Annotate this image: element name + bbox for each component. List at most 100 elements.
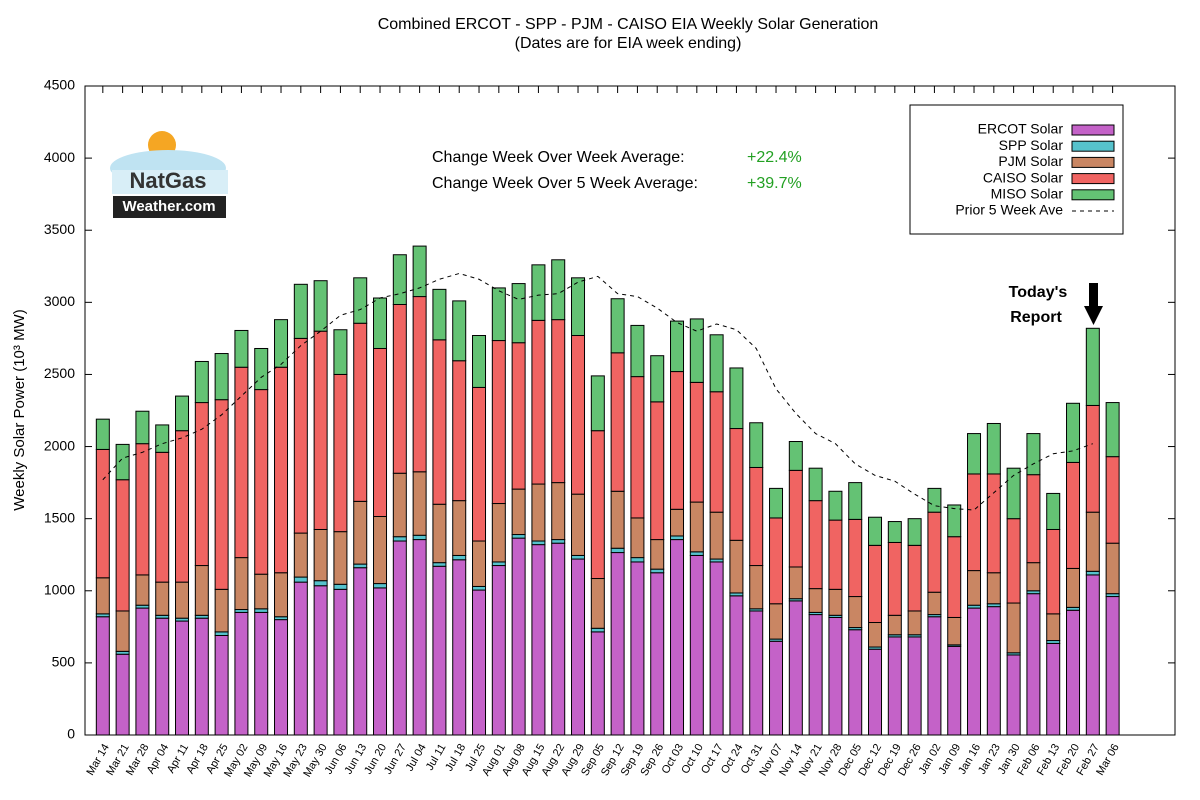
bar-segment: [373, 297, 388, 349]
bar-segment: [986, 572, 1001, 605]
bar-segment: [313, 280, 328, 332]
bar-segment: [234, 557, 249, 611]
bar-segment: [1105, 456, 1120, 544]
bar-segment: [670, 508, 685, 537]
bar-segment: [689, 551, 704, 556]
bar-segment: [689, 501, 704, 553]
bar-segment: [986, 473, 1001, 574]
bar-segment: [610, 490, 625, 549]
bar-segment: [333, 373, 348, 533]
bar-segment: [452, 360, 467, 502]
bar-segment: [293, 576, 308, 583]
bar-segment: [650, 568, 665, 574]
bar-segment: [650, 539, 665, 570]
bar-segment: [670, 535, 685, 541]
bar-segment: [729, 428, 744, 541]
bar-segment: [1085, 574, 1100, 736]
bar-segment: [788, 469, 803, 568]
bar-segment: [927, 616, 942, 736]
bar-segment: [729, 539, 744, 594]
bar-segment: [214, 588, 229, 633]
bar-segment: [848, 482, 863, 520]
bar-segment: [452, 300, 467, 362]
bar-segment: [373, 347, 388, 518]
bar-segment: [1066, 402, 1081, 463]
bar-segment: [274, 366, 289, 574]
bar-segment: [967, 433, 982, 475]
bar-segment: [551, 542, 566, 736]
bar-segment: [848, 596, 863, 629]
bar-segment: [175, 430, 190, 583]
bar-segment: [1006, 518, 1021, 604]
logo-box: [113, 196, 226, 218]
bar-segment: [887, 521, 902, 543]
bar-segment: [234, 329, 249, 368]
bar-segment: [175, 395, 190, 432]
bar-segment: [808, 614, 823, 736]
bar-segment: [155, 581, 170, 616]
bar-segment: [709, 511, 724, 560]
bar-segment: [95, 616, 110, 736]
bar-segment: [115, 479, 130, 612]
bar-segment: [1046, 492, 1061, 530]
bar-segment: [670, 371, 685, 510]
bar-segment: [630, 517, 645, 559]
bar-segment: [333, 531, 348, 585]
bar-segment: [491, 565, 506, 736]
bar-segment: [689, 381, 704, 503]
bar-segment: [967, 607, 982, 736]
bar-segment: [412, 539, 427, 736]
bar-segment: [848, 629, 863, 736]
y-tick-label: 1500: [44, 509, 75, 525]
bar-segment: [452, 500, 467, 556]
annotation-label: Change Week Over Week Average:: [432, 149, 685, 166]
bar-segment: [412, 471, 427, 536]
bar-segment: [432, 288, 447, 341]
bar-segment: [650, 355, 665, 403]
bar-segment: [511, 537, 526, 736]
annotation-value: +39.7%: [747, 175, 802, 192]
bar-segment: [729, 367, 744, 430]
bar-segment: [1066, 567, 1081, 608]
bar-segment: [788, 600, 803, 736]
callout-arrow: [1084, 283, 1103, 325]
bar-segment: [452, 559, 467, 736]
bar-segment: [967, 473, 982, 572]
legend-label: SPP Solar: [999, 137, 1064, 153]
bar-segment: [313, 585, 328, 736]
bar-segment: [571, 335, 586, 495]
bar-segment: [214, 631, 229, 636]
bar-segment: [630, 376, 645, 519]
bar-segment: [135, 574, 150, 606]
bar-segment: [590, 430, 605, 580]
bar-segment: [630, 557, 645, 563]
bar-segment: [1066, 461, 1081, 569]
bar-segment: [194, 360, 209, 404]
bar-segment: [769, 487, 784, 519]
bar-segment: [531, 540, 546, 546]
y-axis-label: Weekly Solar Power (10³ MW): [11, 309, 28, 510]
bar-segment: [1046, 528, 1061, 615]
bar-segment: [907, 518, 922, 546]
bar-segment: [947, 645, 962, 736]
bar-segment: [828, 519, 843, 590]
bar-segment: [115, 610, 130, 652]
bar-segment: [670, 539, 685, 736]
bar-segment: [214, 399, 229, 590]
legend-label: MISO Solar: [991, 186, 1064, 202]
y-tick-label: 4000: [44, 149, 75, 165]
bar-segment: [1026, 593, 1041, 736]
logo: NatGas Weather.com: [110, 131, 228, 218]
bar-segment: [115, 443, 130, 481]
bar-segment: [313, 330, 328, 530]
bar-segment: [1026, 433, 1041, 476]
bar-segment: [293, 283, 308, 339]
plot-frame: [84, 85, 1176, 736]
legend-swatch: [1071, 124, 1115, 136]
bar-segment: [848, 518, 863, 598]
bar-segment: [254, 573, 269, 610]
bar-segment: [214, 353, 229, 401]
bar-segment: [293, 532, 308, 578]
chart-title: Combined ERCOT - SPP - PJM - CAISO EIA W…: [378, 16, 879, 33]
bar-segment: [472, 585, 487, 591]
